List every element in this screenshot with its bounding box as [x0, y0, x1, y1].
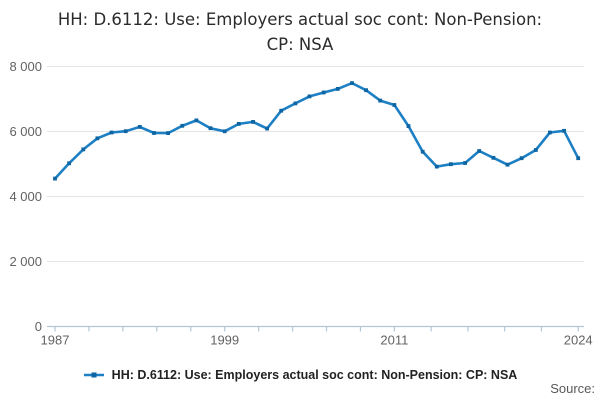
data-point-marker[interactable]	[279, 108, 284, 113]
series-line	[53, 81, 580, 180]
data-point-marker[interactable]	[463, 161, 467, 165]
data-point-marker[interactable]	[449, 162, 453, 167]
chart-title-line2: CP: NSA	[266, 35, 334, 54]
data-point-marker[interactable]	[420, 149, 425, 154]
data-point-marker[interactable]	[505, 162, 510, 167]
data-point-marker[interactable]	[137, 125, 142, 129]
source-note: Source:	[550, 381, 595, 396]
data-point-marker[interactable]	[434, 164, 439, 169]
data-point-marker[interactable]	[533, 148, 538, 152]
data-point-marker[interactable]	[477, 149, 482, 153]
y-tick-label: 4 000	[9, 189, 42, 204]
data-point-marker[interactable]	[53, 176, 57, 181]
data-point-marker[interactable]	[378, 98, 383, 103]
plot-area: 0 2 000 4 000 6 000 8 000 1987 1999 2011 2024	[9, 59, 593, 348]
data-point-marker[interactable]	[307, 94, 312, 99]
legend-line-marker-icon	[83, 372, 104, 378]
data-point-marker[interactable]	[335, 87, 340, 91]
data-point-marker[interactable]	[208, 126, 213, 131]
data-point-marker[interactable]	[576, 156, 581, 161]
data-point-marker[interactable]	[236, 122, 241, 126]
data-point-marker[interactable]	[548, 130, 552, 135]
data-point-marker[interactable]	[109, 130, 114, 135]
data-point-marker[interactable]	[562, 128, 566, 133]
x-tick-label: 1987	[41, 333, 70, 348]
chart-title-line1: HH: D.6112: Use: Employers actual soc co…	[57, 10, 543, 29]
x-tick-label: 1999	[210, 333, 239, 348]
y-tick-label: 2 000	[9, 254, 42, 269]
legend: HH: D.6112: Use: Employers actual soc co…	[0, 366, 600, 384]
legend-label: HH: D.6112: Use: Employers actual soc co…	[111, 368, 518, 382]
data-point-marker[interactable]	[251, 120, 255, 124]
data-point-marker[interactable]	[392, 103, 397, 107]
data-point-marker[interactable]	[265, 126, 269, 131]
data-point-marker[interactable]	[180, 123, 185, 128]
data-point-marker[interactable]	[95, 136, 100, 141]
y-tick-label: 8 000	[9, 59, 42, 74]
data-point-marker[interactable]	[152, 131, 156, 135]
data-point-marker[interactable]	[321, 90, 326, 95]
data-point-marker[interactable]	[350, 81, 354, 85]
data-point-marker[interactable]	[519, 156, 524, 161]
y-tick-label: 6 000	[9, 124, 42, 139]
y-tick-label: 0	[35, 319, 42, 334]
data-point-marker[interactable]	[293, 101, 298, 106]
data-point-marker[interactable]	[364, 88, 368, 93]
data-point-marker[interactable]	[406, 124, 411, 128]
data-point-marker[interactable]	[67, 161, 71, 166]
data-point-marker[interactable]	[222, 129, 227, 134]
x-tick-label: 2024	[564, 333, 593, 348]
data-point-marker[interactable]	[166, 131, 170, 135]
data-point-marker[interactable]	[194, 118, 199, 123]
x-tick-label: 2011	[380, 333, 408, 348]
data-point-marker[interactable]	[491, 155, 496, 160]
chart-title: HH: D.6112: Use: Employers actual soc co…	[0, 7, 600, 57]
data-point-marker[interactable]	[123, 129, 128, 134]
data-point-marker[interactable]	[81, 147, 86, 152]
